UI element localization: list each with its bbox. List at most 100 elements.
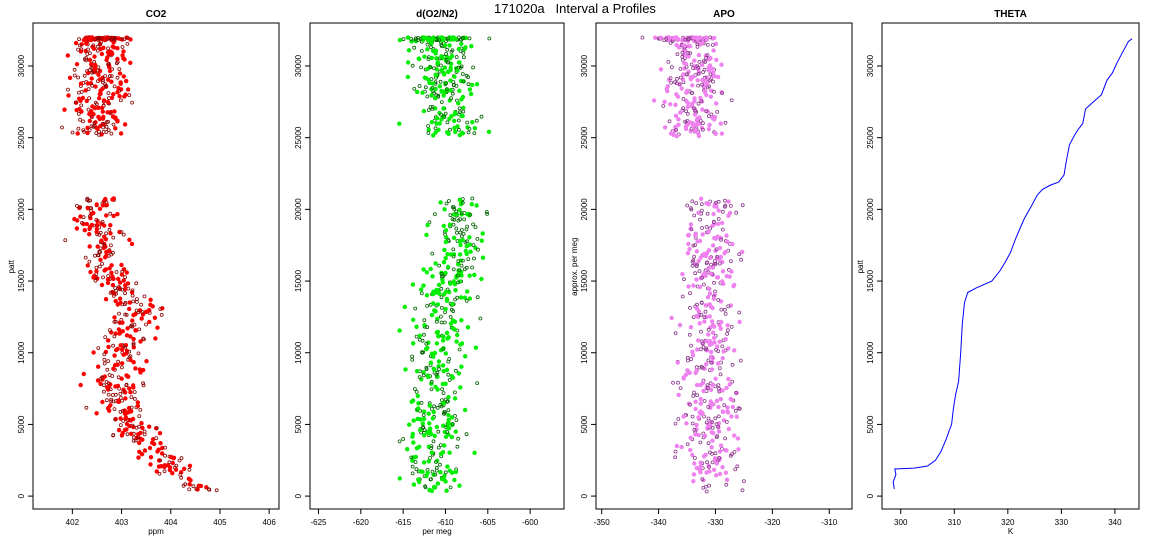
data-point [87, 128, 92, 133]
data-point [684, 53, 689, 58]
data-point [105, 406, 111, 411]
data-point [76, 96, 82, 101]
data-point [732, 433, 737, 438]
data-point [455, 68, 460, 73]
data-point [661, 104, 666, 108]
data-point [86, 87, 91, 91]
data-point [713, 289, 717, 294]
data-point [94, 202, 99, 207]
data-point [99, 36, 104, 41]
data-point [725, 239, 730, 244]
data-point [700, 107, 705, 112]
data-point [719, 307, 724, 312]
data-point [678, 67, 683, 71]
data-point [437, 462, 442, 467]
data-point [99, 51, 105, 57]
data-point [163, 445, 168, 450]
data-point [738, 358, 743, 363]
data-point [95, 244, 100, 249]
data-point [681, 376, 686, 381]
data-point [702, 319, 707, 324]
data-point [702, 251, 707, 257]
data-point [665, 83, 670, 89]
data-point [438, 63, 443, 68]
data-point [153, 336, 158, 341]
data-point [83, 41, 89, 46]
data-point [711, 220, 716, 225]
data-point [81, 128, 86, 133]
data-point [429, 446, 434, 451]
data-point [700, 275, 704, 280]
data-point [139, 452, 145, 457]
data-point [460, 72, 465, 76]
data-point [421, 108, 427, 114]
data-point [453, 469, 459, 474]
data-point [78, 49, 84, 54]
data-point [664, 37, 669, 41]
data-point [103, 213, 109, 218]
data-point [691, 472, 697, 477]
data-point [427, 421, 432, 426]
data-point [81, 371, 86, 377]
data-point [412, 45, 417, 50]
data-point [698, 396, 703, 402]
data-point [415, 89, 420, 95]
data-point [103, 335, 108, 340]
data-point [60, 125, 64, 130]
data-point [462, 295, 468, 300]
data-point [427, 220, 432, 225]
data-point [704, 362, 709, 367]
data-point [708, 354, 714, 360]
data-point [459, 318, 464, 323]
x-tick-label: 404 [164, 518, 178, 527]
data-point [712, 456, 718, 461]
data-point [405, 74, 411, 80]
data-point [464, 432, 469, 437]
data-point [716, 297, 721, 302]
data-point [105, 367, 110, 372]
data-point [115, 89, 120, 95]
data-point [87, 214, 92, 219]
data-point [105, 55, 110, 60]
data-point [415, 393, 420, 399]
data-point [710, 425, 715, 430]
data-point [709, 367, 715, 372]
data-point [141, 381, 146, 386]
data-point [461, 105, 466, 110]
data-point [429, 312, 435, 318]
data-point [466, 75, 471, 79]
data-point [699, 347, 703, 352]
data-point [132, 322, 137, 327]
data-point [120, 365, 124, 370]
data-point [74, 226, 80, 231]
data-point [118, 391, 123, 396]
data-point [419, 400, 424, 405]
data-point [204, 485, 209, 490]
data-point [480, 255, 486, 260]
data-point [428, 266, 433, 272]
data-point [476, 247, 480, 252]
data-point [421, 35, 427, 40]
data-point [108, 387, 113, 392]
data-point [461, 109, 466, 114]
data-point [702, 89, 708, 94]
data-point [718, 121, 723, 126]
data-point [109, 79, 114, 84]
data-point [421, 413, 426, 418]
data-point [442, 207, 447, 212]
data-point [667, 119, 672, 124]
data-point [152, 315, 158, 320]
data-point [439, 320, 444, 325]
data-point [421, 425, 426, 430]
data-point [695, 45, 700, 49]
data-point [97, 206, 103, 211]
data-point [707, 302, 712, 307]
data-point [721, 418, 727, 423]
data-point [441, 106, 446, 111]
data-point [410, 471, 415, 476]
data-point [73, 100, 78, 105]
data-point [76, 112, 81, 116]
data-point [690, 101, 695, 106]
data-point [666, 60, 671, 64]
data-point [424, 232, 429, 238]
